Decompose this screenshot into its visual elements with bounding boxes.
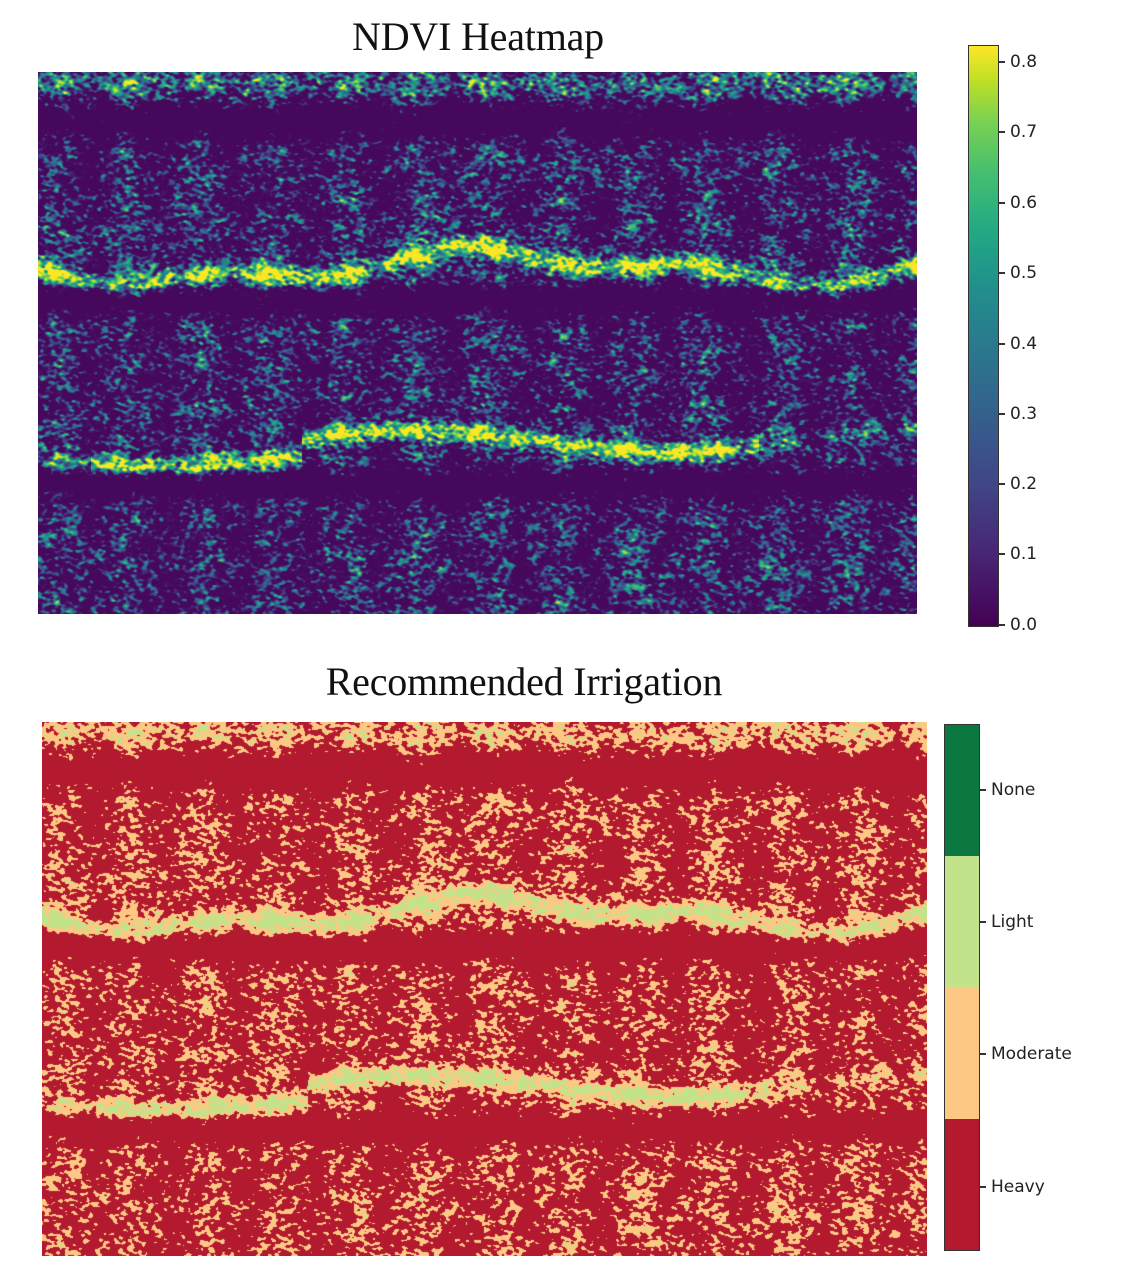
- irrigation-map-image: [42, 722, 927, 1256]
- irrigation-tick-light: Light: [980, 914, 1033, 931]
- irrigation-tick-heavy: Heavy: [980, 1179, 1045, 1196]
- ndvi-tick-0.7: 0.7: [999, 124, 1037, 141]
- ndvi-heatmap-title: NDVI Heatmap: [352, 14, 604, 59]
- irrigation-segment-moderate: [945, 987, 979, 1119]
- ndvi-tick-0.5: 0.5: [999, 265, 1037, 282]
- irrigation-colorbar: [944, 724, 980, 1251]
- ndvi-tick-0.2: 0.2: [999, 476, 1037, 493]
- ndvi-tick-0.6: 0.6: [999, 195, 1037, 212]
- irrigation-tick-none: None: [980, 782, 1035, 799]
- ndvi-tick-0.8: 0.8: [999, 54, 1037, 71]
- irrigation-map-title: Recommended Irrigation: [325, 659, 723, 704]
- ndvi-tick-0.3: 0.3: [999, 406, 1037, 423]
- irrigation-segment-light: [945, 856, 979, 988]
- ndvi-tick-0.4: 0.4: [999, 336, 1037, 353]
- ndvi-colorbar: [968, 45, 999, 627]
- ndvi-tick-0.1: 0.1: [999, 546, 1037, 563]
- ndvi-heatmap-image: [38, 72, 917, 614]
- ndvi-tick-0.0: 0.0: [999, 617, 1037, 634]
- irrigation-tick-moderate: Moderate: [980, 1046, 1072, 1063]
- irrigation-segment-heavy: [945, 1118, 979, 1250]
- irrigation-segment-none: [945, 725, 979, 857]
